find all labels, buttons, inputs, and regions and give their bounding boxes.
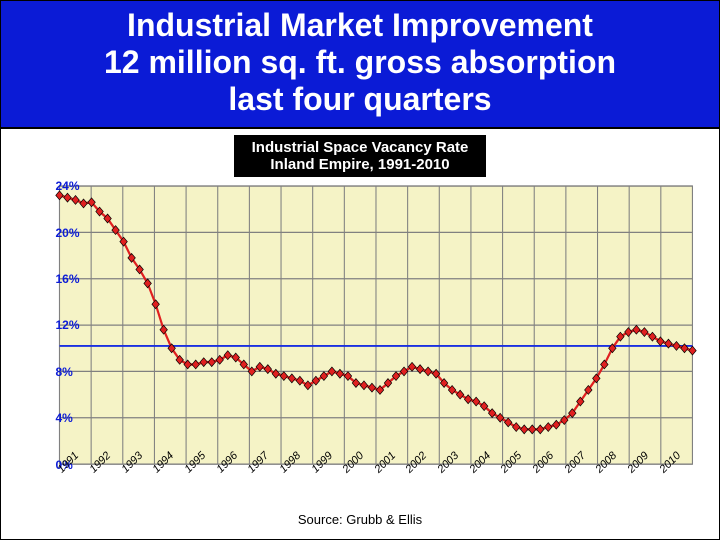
title-line-2: 12 million sq. ft. gross absorption (11, 44, 709, 81)
chart-area: Industrial Space Vacancy Rate Inland Emp… (1, 127, 719, 539)
title-line-1: Industrial Market Improvement (11, 7, 709, 44)
plot-box: 0%4%8%12%16%20%24%1991199219931994199519… (19, 181, 701, 510)
title-band: Industrial Market Improvement 12 million… (1, 1, 719, 127)
chart-source: Source: Grubb & Ellis (19, 510, 701, 533)
chart-title-box: Industrial Space Vacancy Rate Inland Emp… (234, 135, 487, 177)
chart-title-line-2: Inland Empire, 1991-2010 (252, 156, 469, 173)
title-line-3: last four quarters (11, 81, 709, 118)
chart-title-line-1: Industrial Space Vacancy Rate (252, 139, 469, 156)
